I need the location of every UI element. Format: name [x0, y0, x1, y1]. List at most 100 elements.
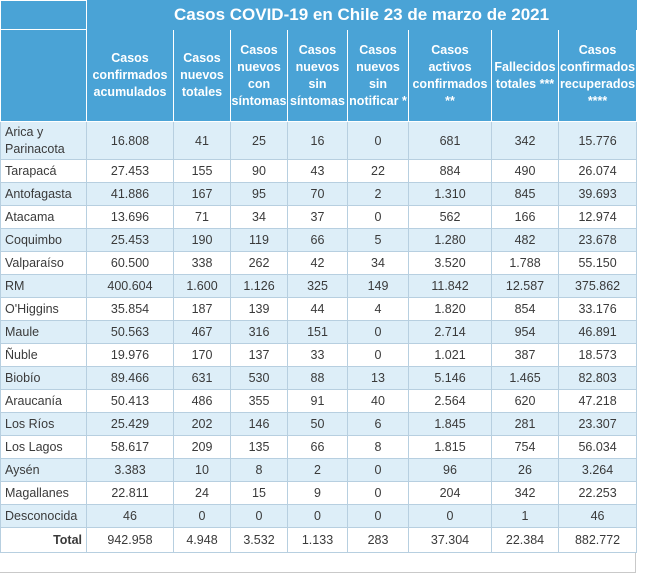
value-cell: 5	[347, 228, 409, 252]
covid-cases-table: Casos COVID-19 en Chile 23 de marzo de 2…	[0, 0, 638, 553]
value-cell: 22	[347, 159, 409, 183]
value-cell: 342	[491, 481, 559, 505]
value-cell: 13.696	[86, 205, 174, 229]
value-cell: 6	[347, 412, 409, 436]
table-row: Tarapacá 27.453 155 90 43 22 884 490 26.074	[0, 159, 638, 183]
table-row: Coquimbo 25.453 190 119 66 5 1.280 482 23.678	[0, 228, 638, 252]
value-cell: 13	[347, 366, 409, 390]
value-cell: 854	[491, 297, 559, 321]
value-cell: 486	[173, 389, 231, 413]
region-cell: Antofagasta	[0, 182, 87, 206]
total-value-cell: 4.948	[173, 527, 231, 553]
value-cell: 37	[287, 205, 348, 229]
value-cell: 190	[173, 228, 231, 252]
value-cell: 34	[230, 205, 288, 229]
total-value-cell: 3.532	[230, 527, 288, 553]
region-cell: Aysén	[0, 458, 87, 482]
value-cell: 0	[347, 458, 409, 482]
table-title: Casos COVID-19 en Chile 23 de marzo de 2…	[85, 0, 638, 30]
value-cell: 35.854	[86, 297, 174, 321]
table-row: Arica y Parinacota 16.808 41 25 16 0 681 342 15.…	[0, 121, 638, 160]
table-row: Araucanía 50.413 486 355 91 40 2.564 620 47.218	[0, 389, 638, 413]
value-cell: 482	[491, 228, 559, 252]
region-cell: Tarapacá	[0, 159, 87, 183]
value-cell: 33	[287, 343, 348, 367]
value-cell: 25.453	[86, 228, 174, 252]
value-cell: 620	[491, 389, 559, 413]
value-cell: 166	[491, 205, 559, 229]
value-cell: 12.974	[557, 205, 638, 229]
value-cell: 26.074	[557, 159, 638, 183]
value-cell: 0	[230, 504, 288, 528]
value-cell: 355	[230, 389, 288, 413]
value-cell: 342	[491, 121, 559, 160]
value-cell: 88	[287, 366, 348, 390]
value-cell: 1.815	[408, 435, 492, 459]
value-cell: 46.891	[557, 320, 638, 344]
region-cell: Desconocida	[0, 504, 87, 528]
value-cell: 89.466	[86, 366, 174, 390]
total-row: Total 942.958 4.948 3.532 1.133 283 37.304 22.3…	[0, 527, 638, 553]
value-cell: 15	[230, 481, 288, 505]
value-cell: 95	[230, 182, 288, 206]
region-cell: Arica y Parinacota	[0, 121, 87, 160]
region-cell: RM	[0, 274, 87, 298]
value-cell: 96	[408, 458, 492, 482]
value-cell: 0	[347, 504, 409, 528]
value-cell: 0	[347, 320, 409, 344]
table-row: Magallanes 22.811 24 15 9 0 204 342 22.253	[0, 481, 638, 505]
value-cell: 91	[287, 389, 348, 413]
region-cell: Araucanía	[0, 389, 87, 413]
value-cell: 884	[408, 159, 492, 183]
value-cell: 46	[557, 504, 638, 528]
value-cell: 490	[491, 159, 559, 183]
value-cell: 0	[408, 504, 492, 528]
table-row: Desconocida 46 0 0 0 0 0 1 46	[0, 504, 638, 528]
value-cell: 202	[173, 412, 231, 436]
value-cell: 8	[347, 435, 409, 459]
value-cell: 0	[347, 343, 409, 367]
value-cell: 24	[173, 481, 231, 505]
value-cell: 66	[287, 228, 348, 252]
value-cell: 187	[173, 297, 231, 321]
value-cell: 42	[287, 251, 348, 275]
value-cell: 316	[230, 320, 288, 344]
value-cell: 562	[408, 205, 492, 229]
value-cell: 0	[173, 504, 231, 528]
value-cell: 50.413	[86, 389, 174, 413]
value-cell: 41	[173, 121, 231, 160]
value-cell: 281	[491, 412, 559, 436]
total-label: Total	[0, 527, 87, 553]
value-cell: 18.573	[557, 343, 638, 367]
value-cell: 375.862	[557, 274, 638, 298]
value-cell: 16	[287, 121, 348, 160]
value-cell: 39.693	[557, 182, 638, 206]
value-cell: 1.021	[408, 343, 492, 367]
table-row: Atacama 13.696 71 34 37 0 562 166 12.974	[0, 205, 638, 229]
value-cell: 71	[173, 205, 231, 229]
total-value-cell: 283	[347, 527, 409, 553]
value-cell: 23.678	[557, 228, 638, 252]
total-value-cell: 37.304	[408, 527, 492, 553]
region-cell: Los Ríos	[0, 412, 87, 436]
value-cell: 4	[347, 297, 409, 321]
value-cell: 34	[347, 251, 409, 275]
value-cell: 2	[347, 182, 409, 206]
value-cell: 146	[230, 412, 288, 436]
value-cell: 27.453	[86, 159, 174, 183]
value-cell: 0	[347, 121, 409, 160]
value-cell: 33.176	[557, 297, 638, 321]
value-cell: 1.465	[491, 366, 559, 390]
region-cell: Los Lagos	[0, 435, 87, 459]
header-fallecidos-totales: Fallecidos totales ***	[491, 29, 559, 122]
value-cell: 400.604	[86, 274, 174, 298]
table-row: Maule 50.563 467 316 151 0 2.714 954 46.891	[0, 320, 638, 344]
value-cell: 1.788	[491, 251, 559, 275]
value-cell: 1.600	[173, 274, 231, 298]
value-cell: 46	[86, 504, 174, 528]
value-cell: 1	[491, 504, 559, 528]
value-cell: 0	[347, 481, 409, 505]
value-cell: 22.811	[86, 481, 174, 505]
value-cell: 0	[347, 205, 409, 229]
value-cell: 387	[491, 343, 559, 367]
